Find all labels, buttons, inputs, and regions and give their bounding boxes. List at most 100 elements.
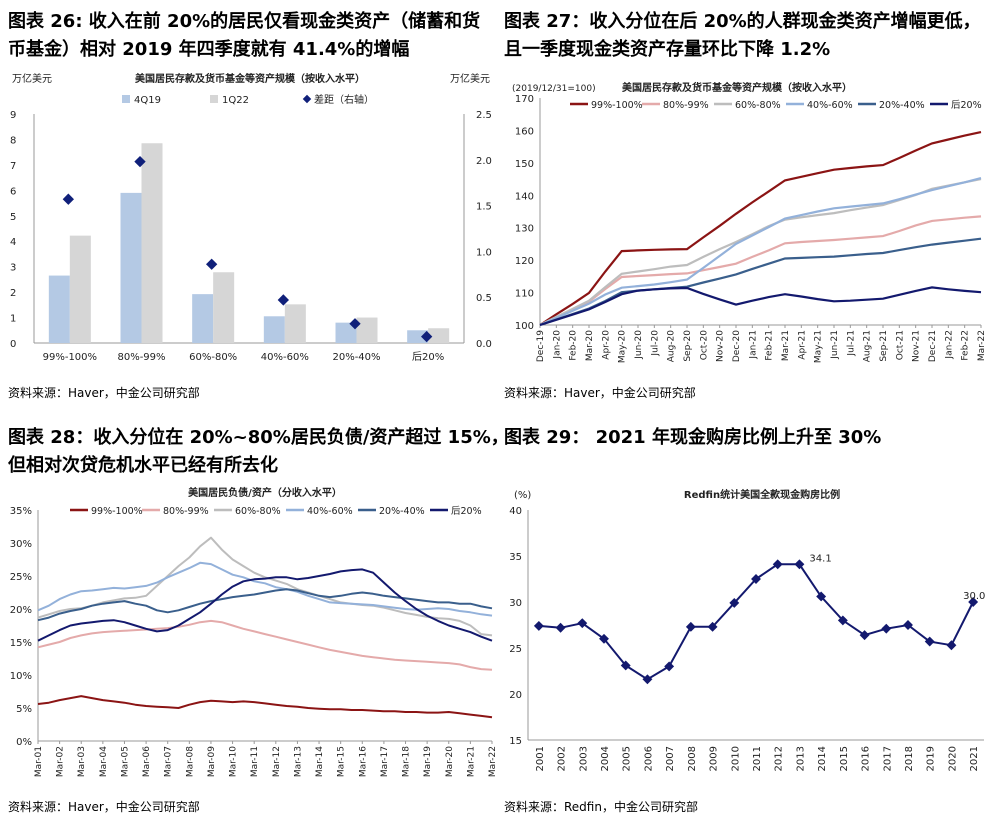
fig26-bar-1q22 bbox=[141, 143, 163, 343]
fig28-legend-label-3: 40%-60% bbox=[307, 506, 353, 517]
fig26-xtick: 60%-80% bbox=[189, 352, 237, 363]
fig29-xtick: 2011 bbox=[752, 746, 763, 771]
fig29-ytick: 30 bbox=[509, 598, 522, 609]
fig26-xtick: 80%-99% bbox=[117, 352, 165, 363]
fig27-series-line-0 bbox=[539, 131, 982, 326]
fig28-series-line-3 bbox=[37, 561, 493, 617]
fig27-xtick: Aug-20 bbox=[667, 330, 677, 363]
fig27-xtick: Oct-20 bbox=[699, 330, 709, 361]
fig26-ytick-left: 7 bbox=[10, 161, 16, 172]
fig26-ytick-right: 1.0 bbox=[476, 247, 492, 258]
fig27-legend-label-5: 后20% bbox=[951, 100, 982, 111]
fig29-xtick: 2009 bbox=[709, 746, 720, 771]
fig28-xtick: Mar-13 bbox=[293, 746, 303, 777]
fig27-xtick: Nov-20 bbox=[716, 330, 726, 362]
fig27-series-line-2 bbox=[539, 178, 982, 326]
fig26-ytick-left: 3 bbox=[10, 263, 16, 274]
fig27-xtick: May-20 bbox=[618, 330, 628, 363]
fig26-xtick: 后20% bbox=[412, 351, 444, 363]
fig29-xtick: 2001 bbox=[535, 746, 546, 771]
fig28-legend-label-0: 99%-100% bbox=[91, 506, 143, 517]
fig28-chart-title: 美国居民负债/资产（分收入水平） bbox=[188, 486, 342, 499]
fig28-ytick: 0% bbox=[16, 737, 32, 748]
fig27-xtick: Nov-21 bbox=[912, 330, 922, 362]
fig28-legend-label-1: 80%-99% bbox=[163, 506, 209, 517]
fig29-point-marker bbox=[620, 660, 631, 671]
fig29-point-marker bbox=[599, 633, 609, 644]
fig26-ylabel-left: 万亿美元 bbox=[12, 72, 52, 85]
fig29-point-marker bbox=[968, 597, 979, 607]
fig28-xtick: Mar-06 bbox=[142, 746, 152, 777]
fig27-title-line2: 且一季度现金类资产存量环比下降 1.2% bbox=[504, 39, 831, 60]
fig26-chart: 万亿美元 万亿美元 美国居民存款及货币基金等资产规模（按收入水平） 4Q19 1Q22 差… bbox=[10, 72, 492, 363]
fig26-bar-1q22 bbox=[213, 272, 235, 343]
fig28-legend-label-5: 后20% bbox=[451, 506, 482, 517]
fig27-ytick: 130 bbox=[515, 224, 534, 235]
fig28-series-line-5 bbox=[37, 568, 493, 642]
fig28-xtick: Mar-19 bbox=[423, 746, 433, 777]
fig27-xtick: Oct-21 bbox=[895, 330, 905, 360]
fig29-point-marker bbox=[642, 674, 653, 685]
fig27-xtick: Jul-20 bbox=[650, 330, 660, 357]
fig26-bar-1q22 bbox=[284, 304, 306, 343]
fig29-xtick: 2014 bbox=[817, 746, 828, 771]
fig26-ytick-right: 0.0 bbox=[476, 339, 492, 350]
fig29-chart-title: Redfin统计美国全款现金购房比例 bbox=[684, 488, 840, 501]
fig29-ytick: 15 bbox=[509, 736, 522, 747]
fig27-ytick: 140 bbox=[515, 191, 534, 202]
fig29-point-marker bbox=[903, 620, 913, 630]
fig28-xtick: Mar-07 bbox=[164, 746, 174, 777]
fig28-ytick: 35% bbox=[10, 506, 32, 517]
fig29-xtick: 2010 bbox=[730, 746, 741, 771]
fig26-ytick-right: 2.0 bbox=[476, 156, 492, 167]
fig26-gap-marker bbox=[277, 294, 289, 306]
fig28-series-line-1 bbox=[37, 619, 493, 671]
fig27-xtick: Jun-21 bbox=[830, 330, 840, 360]
fig29-source: 资料来源：Redfin，中金公司研究部 bbox=[504, 800, 698, 814]
fig26-title: 图表 26: 收入在前 20%的居民仅看现金类资产（储蓄和货 币基金）相对 20… bbox=[8, 8, 480, 64]
fig26-xtick: 20%-40% bbox=[332, 352, 380, 363]
fig27-xtick: Mar-22 bbox=[977, 330, 987, 361]
fig28-xtick: Mar-04 bbox=[99, 746, 109, 777]
fig29-xtick: 2012 bbox=[774, 746, 785, 771]
fig28-series-line-4 bbox=[37, 588, 493, 622]
fig28-legend-label-4: 20%-40% bbox=[379, 506, 425, 517]
fig28-xtick: Mar-18 bbox=[402, 746, 412, 777]
fig29-xtick: 2004 bbox=[600, 746, 611, 771]
fig27-chart: (2019/12/31=100) 美国居民存款及货币基金等资产规模（按收入水平） 9… bbox=[512, 81, 987, 363]
fig29-data-label: 34.1 bbox=[809, 553, 831, 564]
fig28-xtick: Mar-02 bbox=[56, 746, 66, 777]
fig26-legend-swatch-1q22 bbox=[210, 95, 218, 103]
fig27-legend-label-0: 99%-100% bbox=[591, 100, 643, 111]
fig26-gap-marker bbox=[62, 193, 74, 205]
fig28-xtick: Mar-11 bbox=[250, 746, 260, 777]
fig29-xtick: 2018 bbox=[904, 746, 915, 771]
fig26-xtick: 99%-100% bbox=[43, 352, 97, 363]
fig28-series-line-2 bbox=[37, 536, 493, 637]
fig29-point-marker bbox=[881, 623, 892, 634]
fig29-point-marker bbox=[555, 622, 566, 633]
fig28-ytick: 30% bbox=[10, 539, 32, 550]
fig27-xtick: Feb-20 bbox=[569, 330, 579, 361]
fig28-xtick: Mar-22 bbox=[488, 746, 498, 777]
fig29-xtick: 2013 bbox=[795, 746, 806, 771]
fig29-xtick: 2019 bbox=[926, 746, 937, 771]
fig29-data-label: 30.0 bbox=[963, 591, 985, 602]
fig29-xtick: 2005 bbox=[622, 746, 633, 771]
fig29-xtick: 2021 bbox=[969, 746, 980, 771]
fig26-ytick-left: 6 bbox=[10, 186, 16, 197]
fig26-bar-4q19 bbox=[192, 294, 214, 343]
fig28-source: 资料来源：Haver，中金公司研究部 bbox=[8, 800, 200, 814]
fig29-ytick: 40 bbox=[509, 506, 522, 517]
fig27-chart-title: 美国居民存款及货币基金等资产规模（按收入水平） bbox=[622, 81, 852, 94]
fig28-xtick: Mar-01 bbox=[34, 746, 44, 777]
fig26-bar-4q19 bbox=[407, 330, 429, 343]
fig29-xtick: 2017 bbox=[882, 746, 893, 771]
fig26-bar-4q19 bbox=[335, 322, 357, 343]
fig28-xtick: Mar-12 bbox=[272, 746, 282, 777]
fig29-xtick: 2016 bbox=[861, 746, 872, 771]
fig28-xtick: Mar-09 bbox=[207, 746, 217, 777]
fig26-bar-4q19 bbox=[48, 275, 70, 343]
fig27-series-line-1 bbox=[539, 215, 982, 326]
fig29-point-marker bbox=[751, 574, 761, 584]
